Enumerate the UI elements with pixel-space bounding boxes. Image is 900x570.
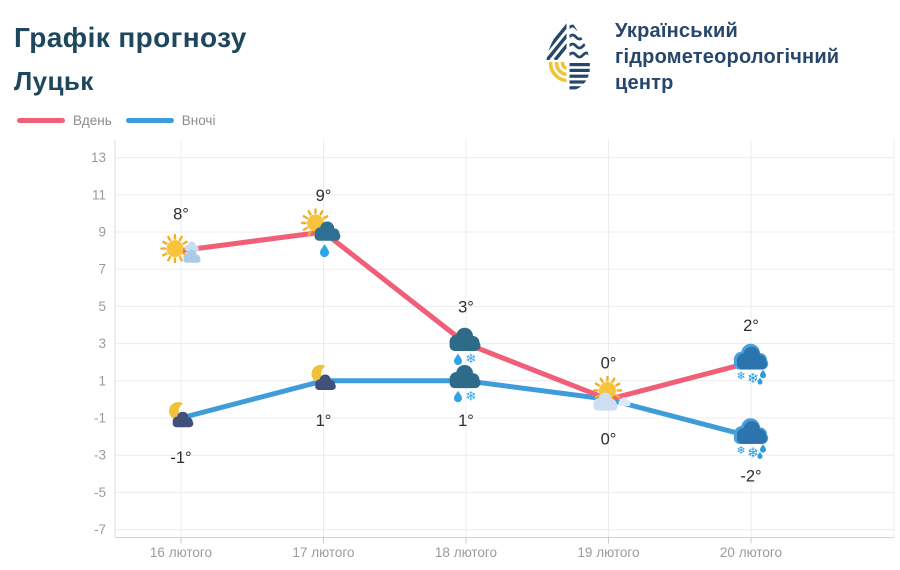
weather-icon-sun-rain-cloud[interactable] <box>300 208 341 258</box>
weather-icon-wet-snow-cloud[interactable]: ❄ ❄ <box>733 418 769 462</box>
uhmc-brand-text: Український гідрометеорологічний центр <box>615 18 839 96</box>
point-label: 2° <box>743 317 759 335</box>
y-tick-label: 9 <box>98 225 106 240</box>
y-tick-label: -3 <box>94 448 106 463</box>
weather-icon-sun-small-cloud[interactable] <box>160 233 201 264</box>
y-tick-label: -7 <box>94 522 106 537</box>
chart-legend: Вдень Вночі <box>17 113 229 128</box>
x-tick-label: 19 лютого <box>577 545 639 560</box>
y-tick-label: 11 <box>92 187 106 202</box>
legend-item-night[interactable]: Вночі <box>125 113 216 128</box>
weather-icon-sleet-cloud[interactable]: ❄ <box>449 327 481 367</box>
y-tick-label: 7 <box>98 262 106 277</box>
legend-day-label: Вдень <box>73 113 112 128</box>
x-tick-label: 18 лютого <box>435 545 497 560</box>
y-tick-label: 5 <box>98 299 106 314</box>
svg-text:❄: ❄ <box>736 370 745 383</box>
point-label: 8° <box>173 206 189 224</box>
svg-text:❄: ❄ <box>466 389 477 404</box>
y-tick-label: -1 <box>94 411 106 426</box>
night-series-swatch <box>125 118 174 123</box>
city-name: Луцьк <box>14 66 94 96</box>
forecast-chart: 13 11 9 7 5 3 1 -1 -3 -5 -7 16 лютого 17 лютого 18 лю… <box>91 140 895 560</box>
point-label: 1° <box>316 412 332 430</box>
point-label: -2° <box>740 468 761 486</box>
point-label: 3° <box>458 299 474 317</box>
svg-text:❄: ❄ <box>747 371 759 387</box>
legend-night-label: Вночі <box>181 113 216 128</box>
uhmc-logo-drop-icon <box>546 16 590 90</box>
y-tick-label: 1 <box>98 373 106 388</box>
uhmc-brand: Український гідрометеорологічний центр <box>543 14 839 96</box>
legend-item-day[interactable]: Вдень <box>17 113 112 128</box>
point-label: 0° <box>601 354 617 372</box>
svg-text:❄: ❄ <box>736 444 745 457</box>
page-title: Графік прогнозу <box>14 22 247 53</box>
y-tick-label: -5 <box>94 485 106 500</box>
point-label: 0° <box>601 430 617 448</box>
brand-line-2: гідрометеорологічний <box>615 46 840 68</box>
point-label: -1° <box>170 449 191 467</box>
day-series-swatch <box>17 118 65 123</box>
weather-icon-wet-snow-cloud[interactable]: ❄ ❄ <box>733 343 769 387</box>
y-tick-label: 13 <box>91 150 106 165</box>
weather-icon-moon-cloud[interactable] <box>169 402 194 428</box>
point-label: 1° <box>458 412 474 430</box>
weather-icon-moon-cloud[interactable] <box>311 364 336 391</box>
brand-line-1: Український <box>615 20 738 42</box>
chart-grid <box>115 140 895 538</box>
brand-line-3: центр <box>615 72 674 94</box>
x-tick-label: 16 лютого <box>150 545 212 560</box>
weather-icon-sun-cloud[interactable] <box>592 375 631 411</box>
svg-text:❄: ❄ <box>466 352 477 367</box>
x-tick-label: 17 лютого <box>292 545 354 560</box>
x-tick-label: 20 лютого <box>720 545 782 560</box>
weather-icon-sleet-cloud[interactable]: ❄ <box>449 364 481 404</box>
svg-text:❄: ❄ <box>747 446 759 462</box>
y-tick-label: 3 <box>98 336 106 351</box>
point-label: 9° <box>316 187 332 205</box>
